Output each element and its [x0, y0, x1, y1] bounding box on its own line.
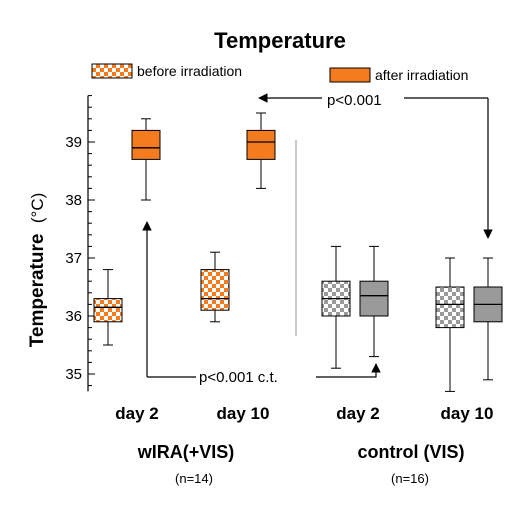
- x-tick-label: day 10: [441, 404, 494, 423]
- box-before-6: [435, 257, 465, 392]
- group-count: (n=16): [391, 471, 429, 486]
- box-iqr: [200, 269, 230, 311]
- legend-swatch-after: [329, 67, 371, 83]
- box-iqr: [93, 298, 123, 323]
- box-iqr: [359, 280, 389, 317]
- y-axis: 35 36 37 38 39: [65, 95, 95, 392]
- annotation-bottom-text: p<0.001 c.t.: [199, 369, 278, 386]
- group-label: wIRA(+VIS): [137, 442, 235, 462]
- x-tick-label: day 2: [115, 404, 158, 423]
- y-tick-label: 36: [65, 308, 82, 325]
- y-tick-label: 35: [65, 366, 82, 383]
- y-axis-label: Temperature (°C): [27, 193, 48, 348]
- x-tick-label: day 2: [336, 404, 379, 423]
- group-label: control (VIS): [358, 442, 465, 462]
- box-before-0: [93, 269, 123, 346]
- box-iqr: [246, 129, 276, 160]
- legend: before irradiation after irradiation: [91, 63, 468, 83]
- box-after-3: [246, 112, 276, 189]
- box-plots: [93, 112, 503, 392]
- box-after-7: [473, 257, 503, 381]
- legend-swatch-before: [91, 63, 133, 79]
- y-tick-label: 39: [65, 134, 82, 151]
- box-before-4: [321, 245, 351, 369]
- box-iqr: [131, 129, 161, 160]
- annotation-bottom: p<0.001 c.t.: [142, 221, 381, 387]
- y-tick-label: 37: [65, 250, 82, 267]
- annotation-top-text: p<0.001: [327, 92, 382, 109]
- y-axis-label-unit: (°C): [28, 193, 47, 223]
- legend-label-before: before irradiation: [137, 63, 242, 79]
- x-tick-label: day 10: [217, 404, 270, 423]
- annotation-top-mask: [322, 90, 404, 108]
- box-after-5: [359, 245, 389, 358]
- box-iqr: [435, 286, 465, 329]
- chart-title: Temperature: [214, 28, 346, 53]
- annotation-bottom-mask: [196, 367, 316, 387]
- annotation-top: p<0.001: [258, 90, 493, 239]
- box-before-2: [200, 251, 230, 323]
- y-axis-label-main: Temperature: [27, 234, 48, 348]
- group-count: (n=14): [175, 471, 213, 486]
- y-tick-label: 38: [65, 192, 82, 209]
- legend-label-after: after irradiation: [375, 67, 468, 83]
- box-after-1: [131, 118, 161, 201]
